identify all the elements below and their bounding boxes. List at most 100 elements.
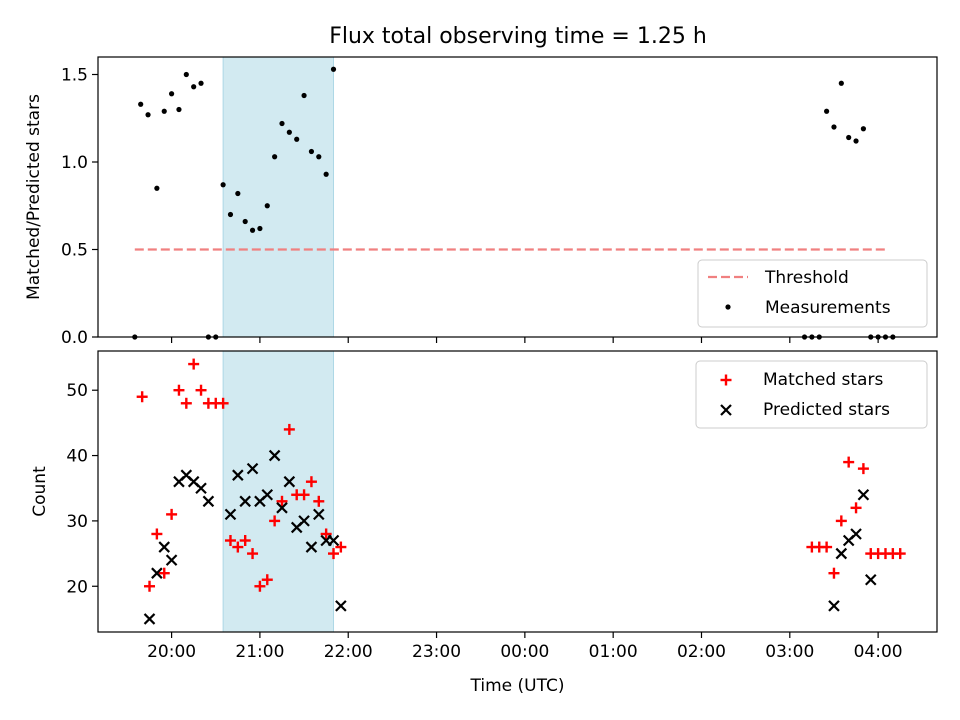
- predicted-star-point: [327, 534, 340, 547]
- predicted-star-point: [283, 475, 296, 488]
- measurement-point: [183, 71, 189, 78]
- legend-threshold-label: Threshold: [764, 268, 849, 288]
- matched-star-point: [298, 489, 310, 501]
- observing-window-span: [222, 350, 335, 633]
- measurement-point: [176, 106, 182, 113]
- predicted-star-point: [224, 508, 237, 521]
- measurement-point: [824, 108, 830, 114]
- top-axes-frame: [97, 56, 938, 338]
- matched-star-point: [188, 358, 200, 370]
- legend-measurements-swatch: [725, 304, 731, 310]
- measurement-point: [831, 124, 837, 130]
- top-legend-box: [697, 259, 928, 328]
- matched-star-point: [335, 541, 347, 553]
- matched-star-point: [850, 502, 862, 514]
- x-tick-label: 03:00: [765, 642, 814, 662]
- matched-star-point: [254, 580, 266, 592]
- x-tick-label: 20:00: [147, 642, 196, 662]
- top-panel: 0.0 0.5 1.0 1.5 Matched/Predicted stars Thr…: [24, 56, 938, 348]
- measurement-point: [853, 138, 859, 144]
- measurement-point: [272, 154, 278, 160]
- measurement-point: [846, 134, 852, 141]
- figure-title: Flux total observing time = 1.25 h: [329, 24, 707, 49]
- predicted-star-point: [246, 462, 259, 475]
- matched-star-point: [857, 463, 869, 475]
- predicted-star-point: [158, 541, 171, 553]
- predicted-star-point: [268, 449, 281, 462]
- matched-star-point: [894, 548, 906, 560]
- measurement-point: [257, 225, 263, 232]
- y-tick-label: 30: [66, 512, 88, 532]
- y-tick-label: 50: [66, 381, 88, 401]
- matched-star-point: [247, 548, 259, 560]
- legend-predicted-label: Predicted stars: [763, 400, 890, 420]
- measurement-point: [145, 112, 151, 118]
- measurement-point: [308, 148, 315, 155]
- predicted-star-point: [864, 573, 877, 586]
- matched-star-point: [232, 541, 244, 553]
- top-y-ticks: 0.0 0.5 1.0 1.5: [61, 66, 98, 348]
- legend-matched-swatch: [720, 374, 732, 386]
- measurement-point: [860, 126, 867, 132]
- matched-star-point: [313, 495, 325, 507]
- bottom-x-ticks: 20:00 21:00 22:00 23:00 00:00 01:00 02:00 03:00…: [147, 632, 903, 662]
- top-observing-window-layer: [222, 56, 335, 338]
- predicted-star-point: [151, 567, 163, 579]
- predicted-star-point: [313, 508, 325, 521]
- measurement-point: [168, 91, 175, 97]
- measurement-point: [242, 218, 248, 225]
- y-tick-label: 0.5: [61, 241, 88, 261]
- measurement-point: [294, 136, 300, 142]
- x-tick-label: 02:00: [677, 642, 726, 662]
- matched-star-point: [224, 535, 236, 547]
- matched-star-point: [239, 535, 251, 547]
- x-tick-label: 22:00: [324, 642, 373, 662]
- y-tick-label: 0.0: [61, 328, 88, 348]
- y-tick-label: 20: [66, 577, 88, 597]
- matched-star-point: [843, 456, 855, 468]
- measurement-point: [161, 108, 167, 114]
- measurement-point: [264, 203, 270, 209]
- measurement-point: [138, 101, 144, 107]
- measurement-point: [154, 185, 160, 191]
- matched-star-point: [144, 580, 156, 592]
- measurement-point: [316, 154, 322, 160]
- predicted-star-point: [335, 600, 347, 612]
- bottom-axes-frame: [97, 350, 938, 633]
- predicted-star-point: [232, 469, 244, 481]
- matched-star-point: [151, 528, 163, 540]
- predicted-star-point: [305, 541, 318, 553]
- x-tick-label: 01:00: [589, 642, 638, 662]
- measurement-point: [227, 211, 234, 218]
- y-tick-label: 40: [66, 447, 88, 467]
- legend-predicted-swatch: [720, 404, 732, 416]
- matched-star-point: [269, 515, 281, 527]
- observing-window-span: [222, 56, 335, 338]
- bottom-observing-window-layer: [222, 350, 335, 633]
- bottom-points-layer: [136, 358, 906, 625]
- matched-star-point: [283, 423, 295, 435]
- y-tick-label: 1.5: [61, 66, 88, 86]
- bottom-legend: Matched stars Predicted stars: [695, 360, 928, 429]
- matched-star-point: [821, 541, 833, 553]
- measurement-point: [235, 190, 241, 197]
- measurement-point: [191, 84, 197, 90]
- measurement-point: [286, 129, 292, 135]
- measurement-point: [198, 80, 204, 86]
- predicted-star-point: [195, 482, 207, 495]
- matched-star-point: [217, 397, 229, 409]
- predicted-star-point: [276, 502, 288, 514]
- top-x-ticks: [170, 337, 879, 343]
- matched-star-point: [195, 384, 207, 396]
- matched-star-point: [828, 567, 840, 579]
- measurement-point: [323, 171, 329, 177]
- x-tick-label: 04:00: [854, 642, 903, 662]
- measurement-point: [301, 92, 307, 99]
- bottom-legend-box: [695, 360, 928, 429]
- bottom-panel: 20 30 40 50 20:00 21:00 22:00 23:00 00:00 01:00 0…: [30, 350, 938, 696]
- top-y-axis-label: Matched/Predicted stars: [24, 94, 44, 300]
- matched-star-point: [320, 528, 332, 540]
- x-tick-label: 00:00: [500, 642, 549, 662]
- y-tick-label: 1.0: [61, 153, 88, 173]
- x-tick-label: 23:00: [412, 642, 461, 662]
